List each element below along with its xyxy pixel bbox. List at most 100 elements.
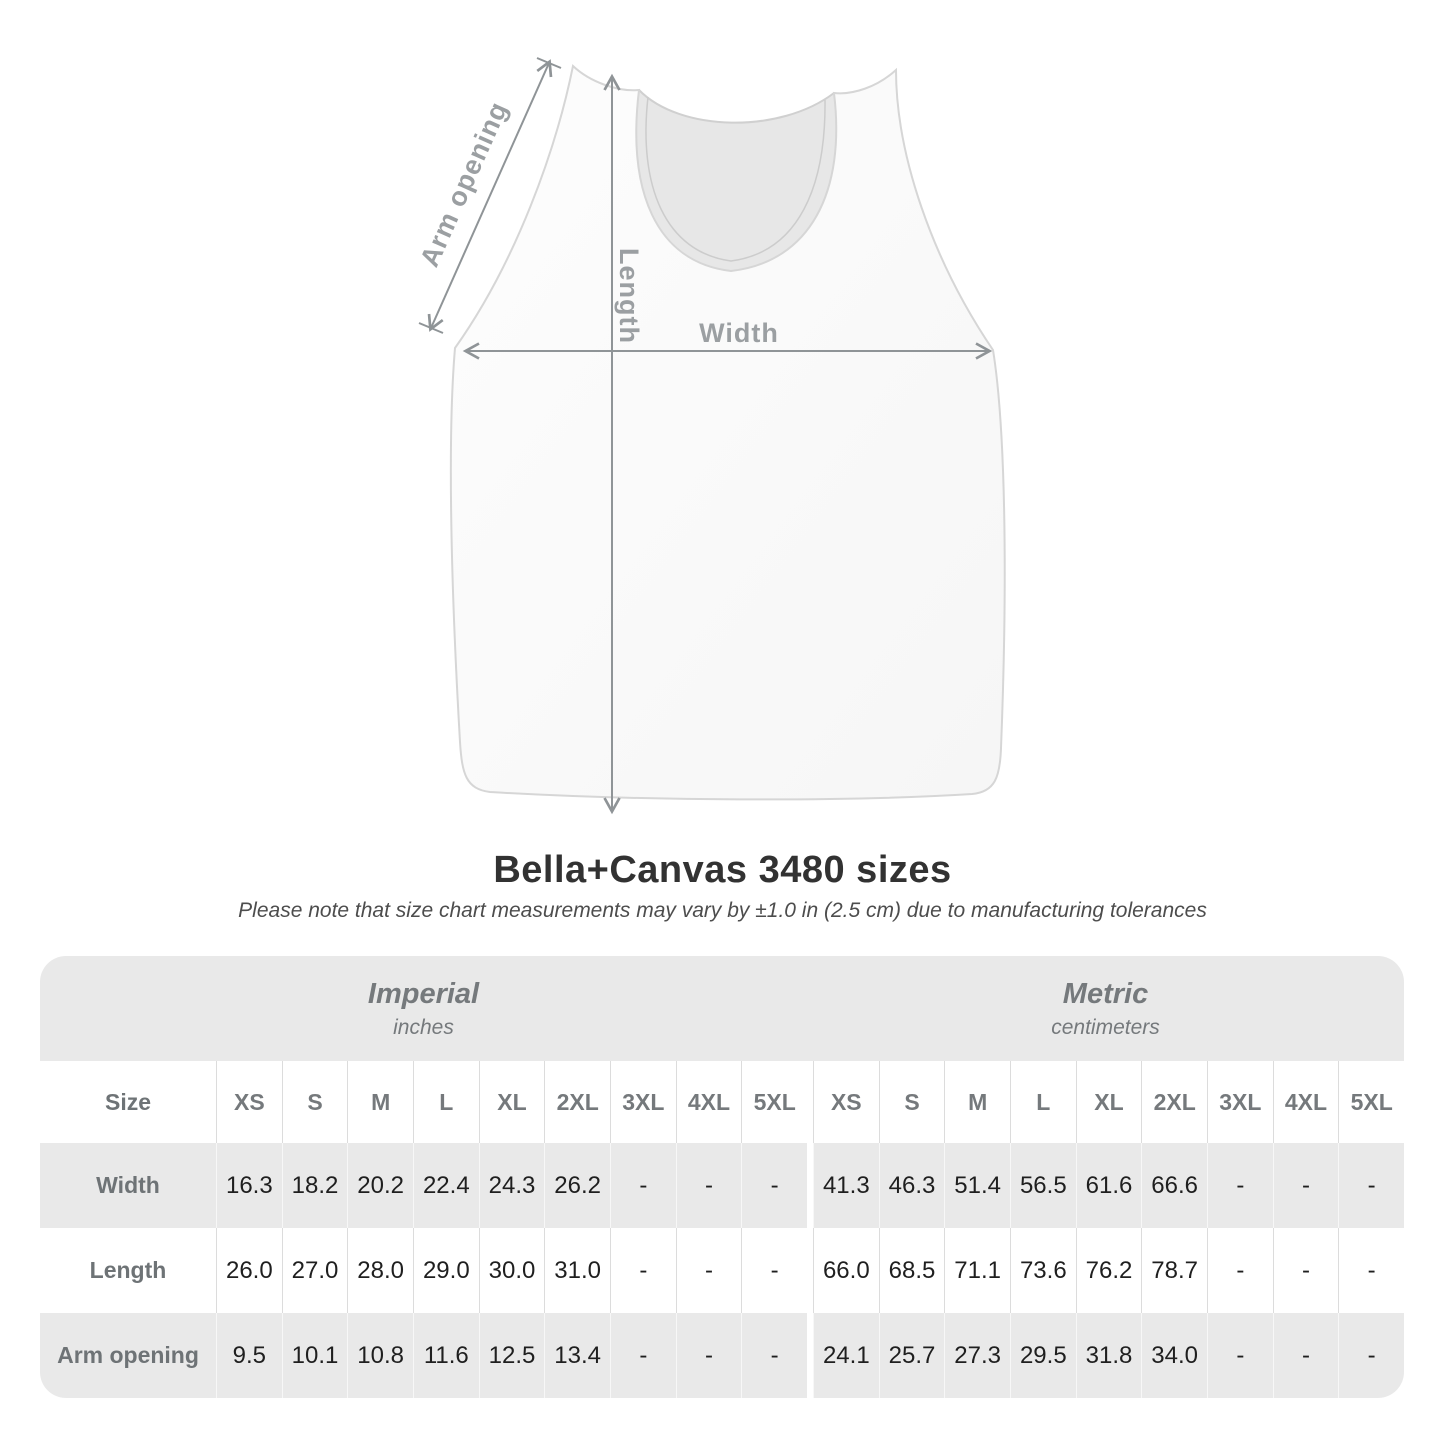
measurement-cell-imperial: 31.0 bbox=[544, 1228, 610, 1313]
column-header-metric: 3XL bbox=[1206, 1061, 1273, 1143]
measurement-cell-imperial: 22.4 bbox=[412, 1143, 479, 1228]
measurement-cell-imperial: 20.2 bbox=[347, 1143, 413, 1228]
column-header-metric: 5XL bbox=[1338, 1061, 1404, 1143]
measurement-cell-metric: 78.7 bbox=[1141, 1228, 1207, 1313]
measurement-cell-imperial: 9.5 bbox=[216, 1313, 282, 1398]
page-title: Bella+Canvas 3480 sizes bbox=[493, 849, 952, 891]
imperial-unit-label: inches bbox=[393, 1015, 454, 1039]
measurement-cell-metric: 73.6 bbox=[1009, 1228, 1076, 1313]
measurement-cell-metric: 25.7 bbox=[878, 1313, 945, 1398]
measurement-cell-metric: - bbox=[1272, 1313, 1339, 1398]
measurement-cell-imperial: - bbox=[741, 1313, 807, 1398]
row-label: Arm opening bbox=[40, 1313, 216, 1398]
measurement-cell-metric: - bbox=[1338, 1143, 1404, 1228]
measurement-cell-imperial: 28.0 bbox=[347, 1228, 413, 1313]
column-header-imperial: M bbox=[347, 1061, 413, 1143]
imperial-label: Imperial bbox=[367, 977, 480, 1010]
column-header-imperial: L bbox=[412, 1061, 479, 1143]
measurement-cell-metric: 68.5 bbox=[878, 1228, 945, 1313]
column-header-metric: S bbox=[878, 1061, 945, 1143]
measurement-cell-metric: - bbox=[1272, 1228, 1339, 1313]
measurement-cell-metric: - bbox=[1206, 1313, 1273, 1398]
measurement-cell-metric: 71.1 bbox=[944, 1228, 1010, 1313]
measurement-cell-metric: - bbox=[1338, 1313, 1404, 1398]
size-column-header: Size bbox=[40, 1061, 216, 1143]
measurement-cell-imperial: 30.0 bbox=[478, 1228, 545, 1313]
column-header-imperial: XS bbox=[216, 1061, 282, 1143]
row-label: Width bbox=[40, 1143, 216, 1228]
measurement-cell-imperial: 24.3 bbox=[478, 1143, 545, 1228]
measurement-cell-metric: - bbox=[1206, 1143, 1273, 1228]
measurement-cell-metric: 61.6 bbox=[1075, 1143, 1142, 1228]
arm-opening-arrow bbox=[418, 57, 562, 334]
metric-label: Metric bbox=[1062, 977, 1149, 1010]
row-label: Length bbox=[40, 1228, 216, 1313]
column-header-metric: XS bbox=[812, 1061, 879, 1143]
column-header-imperial: XL bbox=[478, 1061, 545, 1143]
measurement-cell-imperial: 26.2 bbox=[544, 1143, 610, 1228]
column-header-metric: 2XL bbox=[1141, 1061, 1207, 1143]
column-header-metric: 4XL bbox=[1272, 1061, 1339, 1143]
group-divider bbox=[806, 1313, 813, 1398]
measurement-cell-metric: 24.1 bbox=[812, 1313, 879, 1398]
measurement-cell-metric: 29.5 bbox=[1009, 1313, 1076, 1398]
column-header-imperial: 2XL bbox=[544, 1061, 610, 1143]
column-header-imperial: 5XL bbox=[741, 1061, 807, 1143]
group-divider bbox=[806, 1061, 813, 1143]
unit-group-header: Imperial inches Metric centimeters bbox=[40, 956, 1404, 1061]
measurement-cell-imperial: - bbox=[741, 1228, 807, 1313]
size-table-card: Imperial inches Metric centimeters Size X… bbox=[40, 956, 1404, 1398]
measurement-cell-imperial: 29.0 bbox=[412, 1228, 479, 1313]
column-header-imperial: 4XL bbox=[675, 1061, 742, 1143]
column-header-metric: M bbox=[944, 1061, 1010, 1143]
measurement-cell-imperial: 26.0 bbox=[216, 1228, 282, 1313]
imperial-group-header: Imperial inches bbox=[40, 956, 807, 1061]
measurement-cell-imperial: - bbox=[741, 1143, 807, 1228]
tank-body bbox=[449, 64, 1006, 801]
measurement-cell-imperial: - bbox=[675, 1228, 742, 1313]
measurement-cell-metric: - bbox=[1272, 1143, 1339, 1228]
measurement-cell-imperial: - bbox=[609, 1143, 676, 1228]
measurement-cell-imperial: - bbox=[675, 1143, 742, 1228]
tank-back-panel bbox=[636, 90, 837, 271]
tolerance-note: Please note that size chart measurements… bbox=[238, 899, 1207, 922]
metric-group-header: Metric centimeters bbox=[807, 956, 1404, 1061]
measurement-cell-imperial: 12.5 bbox=[478, 1313, 545, 1398]
measurement-cell-metric: 56.5 bbox=[1009, 1143, 1076, 1228]
size-table: Size XS S M L XL 2XL 3XL 4XL 5XL XS S M L XL 2XL 3XL 4XL 5… bbox=[40, 1061, 1404, 1398]
column-header-imperial: S bbox=[281, 1061, 348, 1143]
arm-opening-label: Arm opening bbox=[414, 97, 514, 271]
measurement-cell-imperial: 10.8 bbox=[347, 1313, 413, 1398]
group-divider bbox=[806, 1228, 813, 1313]
length-label: Length bbox=[614, 248, 644, 344]
column-header-imperial: 3XL bbox=[609, 1061, 676, 1143]
measurement-cell-metric: 66.0 bbox=[812, 1228, 879, 1313]
measurement-cell-metric: 27.3 bbox=[944, 1313, 1010, 1398]
tank-top-diagram: Arm opening Length Width bbox=[414, 57, 1006, 815]
measurement-cell-imperial: - bbox=[675, 1313, 742, 1398]
measurement-cell-metric: 41.3 bbox=[812, 1143, 879, 1228]
measurement-cell-imperial: 16.3 bbox=[216, 1143, 282, 1228]
measurement-cell-imperial: - bbox=[609, 1313, 676, 1398]
measurement-cell-imperial: 27.0 bbox=[281, 1228, 348, 1313]
measurement-cell-metric: 66.6 bbox=[1141, 1143, 1207, 1228]
measurement-cell-imperial: 11.6 bbox=[412, 1313, 479, 1398]
neck-binding-line bbox=[645, 96, 826, 262]
column-header-metric: XL bbox=[1075, 1061, 1142, 1143]
measurement-cell-metric: 46.3 bbox=[878, 1143, 945, 1228]
measurement-cell-imperial: - bbox=[609, 1228, 676, 1313]
measurement-cell-metric: - bbox=[1338, 1228, 1404, 1313]
measurement-cell-imperial: 13.4 bbox=[544, 1313, 610, 1398]
column-header-metric: L bbox=[1009, 1061, 1076, 1143]
group-divider bbox=[806, 1143, 813, 1228]
measurement-cell-imperial: 18.2 bbox=[281, 1143, 348, 1228]
measurement-cell-metric: 34.0 bbox=[1141, 1313, 1207, 1398]
measurement-cell-metric: 51.4 bbox=[944, 1143, 1010, 1228]
width-label: Width bbox=[699, 318, 779, 348]
measurement-cell-metric: 31.8 bbox=[1075, 1313, 1142, 1398]
measurement-cell-imperial: 10.1 bbox=[281, 1313, 348, 1398]
measurement-cell-metric: - bbox=[1206, 1228, 1273, 1313]
measurement-cell-metric: 76.2 bbox=[1075, 1228, 1142, 1313]
metric-unit-label: centimeters bbox=[1051, 1015, 1160, 1039]
